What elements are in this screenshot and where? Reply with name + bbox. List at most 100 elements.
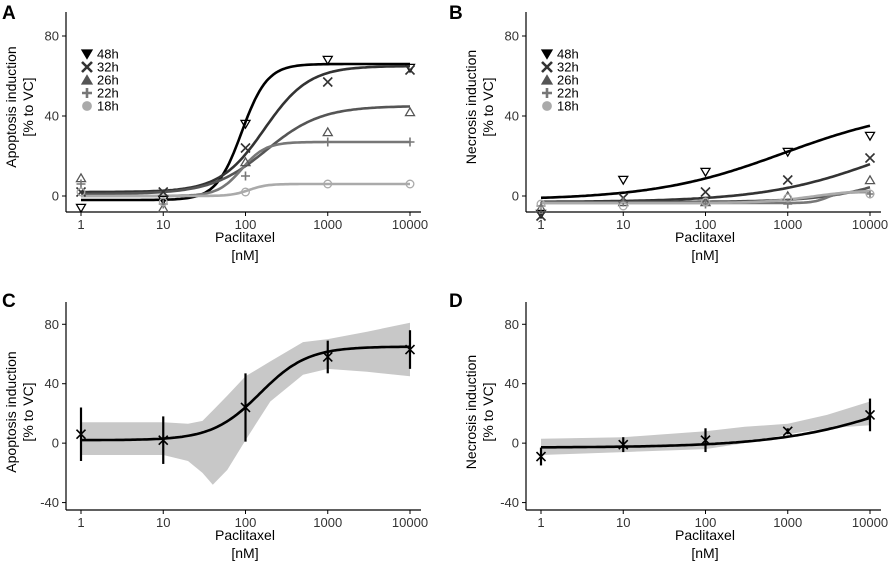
y-tick-label-d: 40 — [505, 376, 519, 391]
legend-label-a-22h: 22h — [97, 86, 119, 101]
legend-label-a-32h: 32h — [97, 60, 119, 75]
data-point-a-18h — [405, 179, 415, 189]
data-point-a-18h — [76, 187, 86, 197]
data-point-a-26h — [322, 126, 334, 137]
data-point-a-48h — [239, 119, 252, 130]
y-axis-title-b-line1: Necrosis induction — [463, 50, 479, 164]
x-tick-label-d: 10000 — [852, 515, 888, 530]
x-axis-title-b-line2: [nM] — [691, 247, 718, 263]
x-tick-label-d: 100 — [695, 515, 717, 530]
x-tick-label-c: 1000 — [313, 515, 342, 530]
x-axis-title-c-line1: Paclitaxel — [215, 527, 275, 543]
data-point-a-18h — [158, 197, 168, 207]
x-tick-label-b: 10000 — [852, 217, 888, 232]
data-point-b-18h — [618, 201, 628, 211]
panel-b: B Necrosis induction [% to VC] Paclitaxe… — [449, 3, 888, 263]
data-point-b-18h — [701, 197, 710, 207]
fit-curve-a-48h — [81, 62, 410, 202]
y-axis-title-d-line1: Necrosis induction — [463, 355, 479, 469]
data-point-d — [782, 426, 793, 437]
data-point-b-18h — [783, 193, 793, 203]
y-axis-title-a-line1: Apoptosis induction — [3, 46, 19, 167]
legend-label-a-48h: 48h — [97, 47, 119, 62]
x-tick-label-d: 10 — [616, 515, 630, 530]
legend-marker-a-18h — [82, 101, 92, 111]
data-point-c — [158, 435, 169, 446]
y-axis-title-c-line1: Apoptosis induction — [3, 351, 19, 472]
data-point-a-18h — [241, 187, 250, 197]
legend-marker-b-26h — [540, 74, 554, 85]
x-tick-label-b: 1 — [537, 217, 544, 232]
panel-letter-a: A — [2, 3, 16, 24]
y-tick-label-b: 80 — [505, 29, 519, 44]
x-axis-title-d-line1: Paclitaxel — [675, 527, 735, 543]
data-point-c — [75, 429, 87, 440]
data-point-b-32h — [535, 210, 547, 222]
data-point-b-48h — [864, 131, 876, 142]
data-point-b-48h — [782, 147, 794, 158]
data-point-a-22h — [405, 137, 415, 147]
data-point-a-26h — [404, 106, 416, 117]
x-tick-label-c: 1 — [77, 515, 84, 530]
x-axis-title-b-line1: Paclitaxel — [675, 229, 735, 245]
data-point-a-22h — [241, 171, 250, 181]
x-tick-label-a: 1000 — [313, 217, 342, 232]
legend-marker-a-22h — [82, 88, 92, 98]
data-point-c — [404, 344, 416, 355]
panel-letter-b: B — [449, 3, 463, 24]
legend-marker-a-32h — [81, 61, 93, 73]
y-tick-label-b: 0 — [512, 189, 519, 204]
data-point-b-22h — [865, 189, 875, 199]
panel-a: A Apoptosis induction [% to VC] Paclitax… — [2, 3, 428, 263]
x-axis-title-d-line2: [nM] — [691, 545, 718, 561]
panel-c: C Apoptosis induction [% to VC] Paclitax… — [2, 291, 428, 561]
legend-marker-a-26h — [80, 74, 94, 85]
data-point-d — [700, 435, 711, 446]
fit-curve-b-48h — [540, 124, 871, 200]
data-point-a-26h — [157, 202, 169, 213]
legend-label-b-26h: 26h — [557, 73, 579, 88]
fit-curve-a-32h — [81, 64, 410, 194]
data-point-a-48h — [322, 55, 334, 66]
data-point-b-22h — [783, 199, 793, 209]
x-tick-label-c: 100 — [235, 515, 257, 530]
x-axis-title-a-line1: Paclitaxel — [215, 229, 275, 245]
x-tick-label-d: 1 — [537, 515, 544, 530]
legend-marker-b-18h — [542, 101, 552, 111]
y-tick-label-a: 0 — [52, 189, 59, 204]
data-point-b-32h — [782, 174, 793, 186]
y-tick-label-c: 40 — [45, 376, 59, 391]
x-tick-label-a: 1 — [77, 217, 84, 232]
y-tick-label-a: 80 — [45, 29, 59, 44]
data-point-a-48h — [157, 195, 169, 206]
data-point-b-32h — [864, 152, 876, 164]
x-tick-label-d: 1000 — [773, 515, 802, 530]
legend-marker-b-22h — [542, 88, 552, 98]
x-tick-label-b: 10 — [616, 217, 630, 232]
data-point-d — [535, 451, 547, 462]
data-point-b-26h — [864, 174, 876, 185]
data-point-d — [618, 439, 629, 450]
data-point-c — [240, 402, 251, 413]
fit-curve-a-18h — [81, 182, 410, 198]
data-point-a-32h — [322, 76, 333, 88]
x-tick-label-a: 10 — [156, 217, 170, 232]
data-point-c — [322, 351, 333, 363]
legend-label-b-48h: 48h — [557, 47, 579, 62]
x-tick-label-c: 10000 — [392, 515, 428, 530]
data-point-a-22h — [76, 179, 86, 189]
y-tick-label-c: -40 — [40, 495, 59, 510]
y-tick-label-b: 40 — [505, 109, 519, 124]
y-tick-label-d: -40 — [500, 495, 519, 510]
y-axis-title-b-line2: [% to VC] — [480, 77, 496, 136]
legend-marker-a-48h — [80, 49, 94, 60]
panel-d: D Necrosis induction [% to VC] Paclitaxe… — [449, 291, 888, 561]
legend-label-b-18h: 18h — [557, 99, 579, 114]
y-tick-label-c: 0 — [52, 436, 59, 451]
y-axis-title-a-line2: [% to VC] — [20, 77, 36, 136]
data-point-a-32h — [240, 142, 251, 154]
data-point-a-18h — [323, 179, 333, 189]
y-axis-title-d-line2: [% to VC] — [480, 382, 496, 441]
y-tick-label-a: 40 — [45, 109, 59, 124]
